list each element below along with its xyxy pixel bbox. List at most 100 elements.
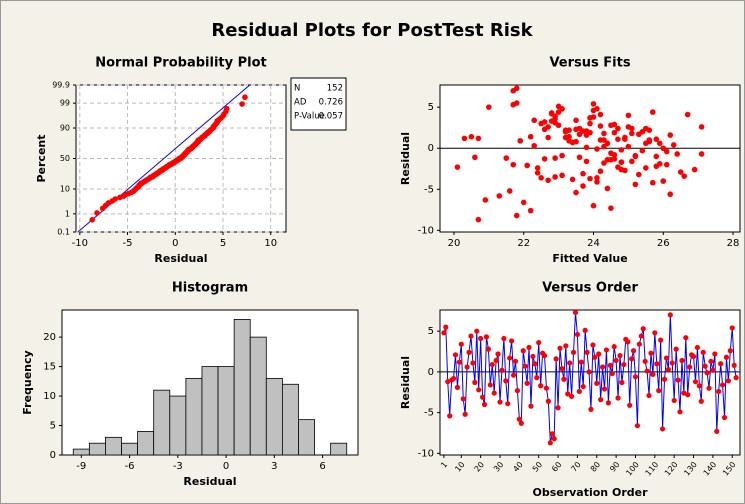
x-tick-label: -9 [76,461,86,472]
stat-label: P-Value [294,112,325,122]
point [524,380,530,386]
point [675,377,681,383]
point [538,383,544,389]
point [583,132,590,138]
point [625,339,631,345]
plot-area [439,84,741,233]
point [565,391,571,397]
point [698,124,705,130]
point [649,179,656,186]
point [472,154,478,161]
point [629,356,635,362]
x-tick-label: 10 [264,238,277,249]
point [667,312,673,318]
point [561,376,567,382]
stat-value: 0.057 [319,112,343,122]
point [629,158,635,165]
point [719,382,726,388]
point [696,383,702,389]
point [599,364,606,370]
point [587,175,593,182]
y-tick-label: -10 [418,448,434,459]
point [583,144,590,151]
point [452,352,459,358]
point [562,127,569,133]
point [527,207,534,214]
point [723,354,730,360]
point [727,348,733,354]
point [608,150,614,156]
chart-title: Versus Order [542,281,638,296]
point [534,170,541,176]
point [632,181,639,188]
bar [233,319,251,456]
point [611,156,618,162]
point [658,337,664,343]
point [485,346,491,352]
point [663,161,670,168]
point [573,117,579,124]
y-tick-label: 1 [65,209,70,218]
bar [185,377,203,456]
point [691,166,698,173]
stat-value: 152 [327,84,343,94]
point [447,413,453,419]
point [632,152,639,159]
point [481,401,488,408]
point [497,399,503,405]
y-tick-label: 90 [60,124,70,133]
point [478,335,484,342]
point [441,330,447,336]
point [486,104,492,110]
point [646,392,652,399]
x-tick-label: 110 [644,460,661,477]
point [489,361,495,368]
point [629,130,635,137]
point [618,147,625,153]
x-axis-label: Fitted Value [552,252,627,265]
point [559,366,565,372]
x-tick-label: 130 [682,460,699,477]
y-tick-label: 0 [428,143,434,154]
point [578,359,584,365]
point [534,165,541,171]
point [482,197,489,203]
point [590,101,597,107]
point [551,436,557,442]
point [552,155,558,161]
x-axis-label: Residual [183,475,236,488]
x-tick-label: 140 [702,460,719,477]
point [510,101,517,108]
point [538,174,544,181]
stat-label: AD [294,98,307,108]
point [692,379,699,385]
point [468,133,475,140]
x-tick-label: 40 [511,460,524,474]
point [653,136,660,143]
point [588,406,594,412]
point [708,358,714,364]
y-axis-label: Residual [399,356,412,409]
point [510,87,517,94]
point [559,106,565,112]
point [503,378,509,384]
point [611,344,617,350]
point [721,414,728,421]
x-tick-label: 28 [727,238,740,249]
point [698,398,704,404]
point [601,160,607,166]
point [514,388,521,394]
point [594,380,600,386]
point [509,338,515,344]
point [545,177,551,184]
x-tick-label: 10 [453,460,466,474]
point [541,119,548,125]
point [661,376,668,382]
point [659,426,666,432]
point [714,428,720,434]
point [660,178,667,184]
y-tick-label: 10 [43,391,56,402]
point [570,349,577,355]
x-tick-label: 1 [439,460,449,470]
